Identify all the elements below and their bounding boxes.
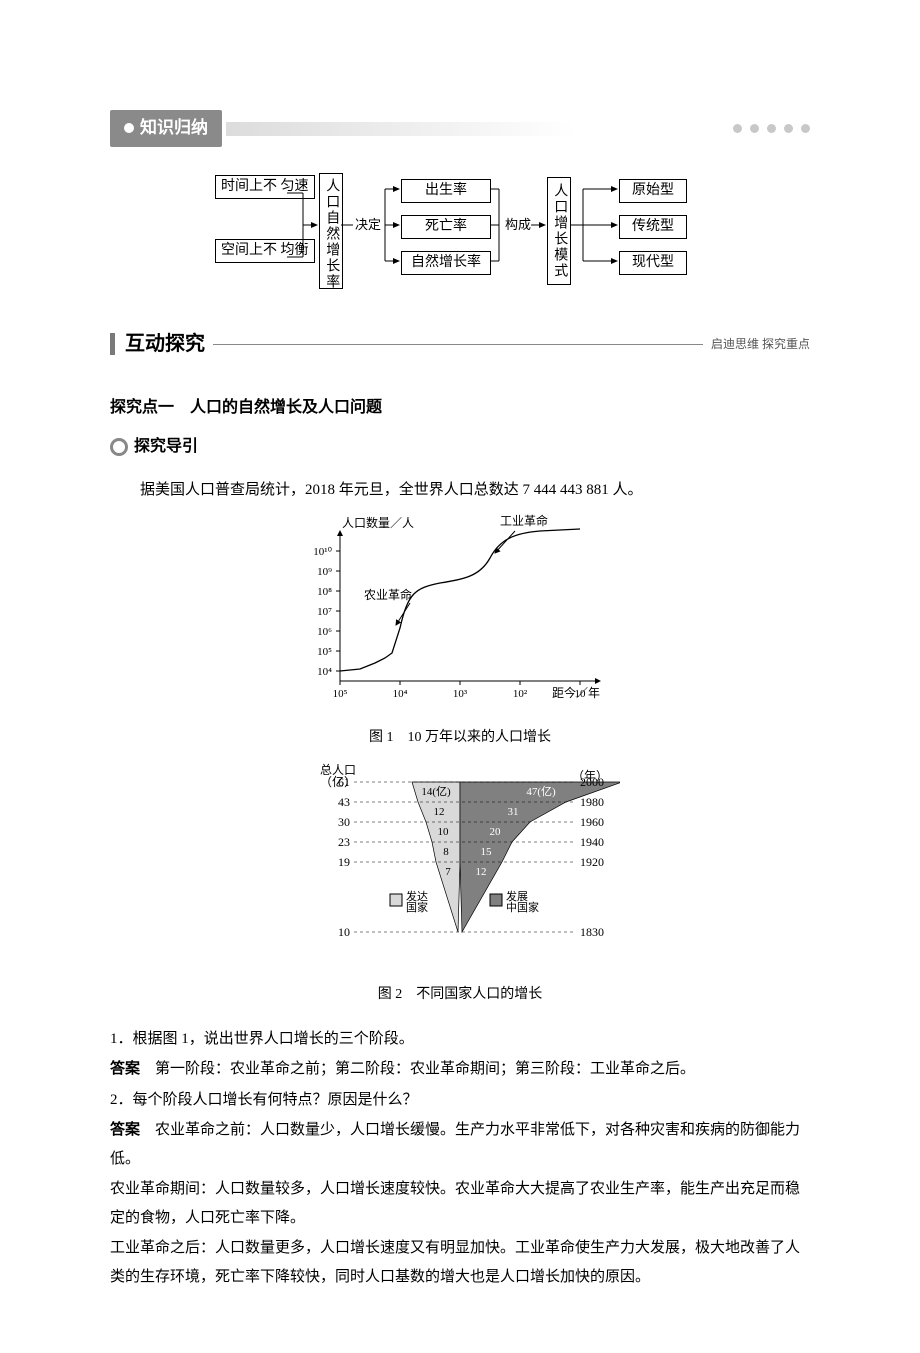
chart2-caption: 图 2 不同国家人口的增长 xyxy=(110,982,810,1009)
svg-text:1920: 1920 xyxy=(580,855,604,869)
box-time: 时间上不 匀速 xyxy=(215,175,315,199)
svg-text:10⁹: 10⁹ xyxy=(317,566,332,578)
answer-label: 答案 xyxy=(110,1060,140,1077)
guide-text: 探究导引 xyxy=(134,432,198,462)
box-primitive: 原始型 xyxy=(619,179,687,203)
svg-text:10: 10 xyxy=(438,826,450,838)
svg-text:人口数量／人: 人口数量／人 xyxy=(342,515,414,530)
svg-text:12: 12 xyxy=(434,806,445,818)
svg-text:工业革命: 工业革命 xyxy=(500,513,548,528)
svg-text:30: 30 xyxy=(338,815,350,829)
svg-text:10: 10 xyxy=(338,925,350,939)
ring-icon xyxy=(110,438,128,456)
box-birthrate: 出生率 xyxy=(401,179,491,203)
svg-text:1960: 1960 xyxy=(580,815,604,829)
knowledge-title: 知识归纳 xyxy=(140,112,208,144)
svg-text:10⁵: 10⁵ xyxy=(317,646,332,658)
box-natural-rate: 人口自然增长率 xyxy=(319,173,343,289)
vbar-icon xyxy=(110,333,115,355)
svg-text:2000: 2000 xyxy=(580,775,604,789)
knowledge-pill: 知识归纳 xyxy=(110,110,222,147)
svg-text:1980: 1980 xyxy=(580,795,604,809)
svg-text:23: 23 xyxy=(338,835,350,849)
knowledge-header: 知识归纳 xyxy=(110,110,810,147)
svg-text:61: 61 xyxy=(338,775,350,789)
svg-text:10¹⁰: 10¹⁰ xyxy=(313,546,332,558)
svg-text:43: 43 xyxy=(338,795,350,809)
q1: 1．根据图 1，说出世界人口增长的三个阶段。 xyxy=(110,1025,810,1054)
svg-text:发展中国家: 发展中国家 xyxy=(506,889,539,914)
box-growth-model: 人口增长模式 xyxy=(547,177,571,285)
hudong-line xyxy=(213,344,703,345)
chart1-population-growth: 10⁴10⁵10⁶10⁷10⁸10⁹10¹⁰10⁵10⁴10³10²10人口数量… xyxy=(300,513,620,713)
intro-text: 据美国人口普查局统计，2018 年元旦，全世界人口总数达 7 444 443 8… xyxy=(110,476,810,505)
dot-icon xyxy=(767,124,776,133)
dot-icon xyxy=(784,124,793,133)
svg-text:10³: 10³ xyxy=(453,688,468,700)
svg-text:10⁶: 10⁶ xyxy=(317,626,332,638)
box-space: 空间上不 均衡 xyxy=(215,239,315,263)
svg-text:农业革命: 农业革命 xyxy=(364,587,412,602)
a1-text: 第一阶段：农业革命之前；第二阶段：农业革命期间；第三阶段：工业革命之后。 xyxy=(140,1061,695,1077)
box-modern: 现代型 xyxy=(619,251,687,275)
chart2-country-growth: 总人口（亿）（年）61200014(亿)47(亿)431980123130196… xyxy=(300,760,620,970)
hudong-title: 互动探究 xyxy=(125,325,205,363)
concept-diagram: 时间上不 匀速 空间上不 均衡 人口自然增长率 决定 出生率 死亡率 自然增长率… xyxy=(215,171,705,291)
svg-text:14(亿): 14(亿) xyxy=(421,785,451,798)
svg-text:1940: 1940 xyxy=(580,835,604,849)
svg-text:10⁴: 10⁴ xyxy=(393,688,408,700)
fade-bar xyxy=(226,122,810,136)
chart1-caption: 图 1 10 万年以来的人口增长 xyxy=(110,725,810,752)
topic-title: 探究点一 人口的自然增长及人口问题 xyxy=(110,393,810,423)
label-decide: 决定 xyxy=(355,213,381,238)
answer-label: 答案 xyxy=(110,1121,140,1138)
svg-text:10⁴: 10⁴ xyxy=(317,666,332,678)
svg-text:10²: 10² xyxy=(513,688,528,700)
box-traditional: 传统型 xyxy=(619,215,687,239)
a2-p3: 工业革命之后：人口数量更多，人口增长速度又有明显加快。工业革命使生产力大发展，极… xyxy=(110,1234,810,1291)
svg-text:8: 8 xyxy=(443,846,449,858)
svg-text:10⁷: 10⁷ xyxy=(317,606,332,618)
a2-p2: 农业革命期间：人口数量较多，人口增长速度较快。农业革命大大提高了农业生产率，能生… xyxy=(110,1175,810,1232)
svg-text:20: 20 xyxy=(490,826,502,838)
hudong-sub: 启迪思维 探究重点 xyxy=(711,333,810,356)
svg-text:7: 7 xyxy=(445,866,451,878)
a2-p1-text: 农业革命之前：人口数量少，人口增长缓慢。生产力水平非常低下，对各种灾害和疾病的防… xyxy=(110,1122,800,1167)
guide-title: 探究导引 xyxy=(110,432,810,462)
a2-p1: 答案 农业革命之前：人口数量少，人口增长缓慢。生产力水平非常低下，对各种灾害和疾… xyxy=(110,1116,810,1173)
svg-text:12: 12 xyxy=(476,866,487,878)
svg-text:15: 15 xyxy=(481,846,493,858)
hudong-header: 互动探究 启迪思维 探究重点 xyxy=(110,325,810,363)
svg-text:10⁵: 10⁵ xyxy=(333,688,348,700)
pill-dot-icon xyxy=(124,123,134,133)
box-growthrate: 自然增长率 xyxy=(401,251,491,275)
decor-dots xyxy=(733,124,810,133)
dot-icon xyxy=(750,124,759,133)
svg-text:1830: 1830 xyxy=(580,925,604,939)
dot-icon xyxy=(801,124,810,133)
box-deathrate: 死亡率 xyxy=(401,215,491,239)
svg-text:距今／年: 距今／年 xyxy=(552,685,600,700)
qa-block: 1．根据图 1，说出世界人口增长的三个阶段。 答案 第一阶段：农业革命之前；第二… xyxy=(110,1025,810,1292)
q2: 2．每个阶段人口增长有何特点？原因是什么？ xyxy=(110,1086,810,1115)
svg-text:10⁸: 10⁸ xyxy=(317,586,332,598)
svg-text:31: 31 xyxy=(508,806,519,818)
a1: 答案 第一阶段：农业革命之前；第二阶段：农业革命期间；第三阶段：工业革命之后。 xyxy=(110,1055,810,1084)
svg-text:19: 19 xyxy=(338,855,350,869)
svg-text:发达国家: 发达国家 xyxy=(406,889,428,914)
svg-text:47(亿): 47(亿) xyxy=(526,785,556,798)
dot-icon xyxy=(733,124,742,133)
label-compose: 构成 xyxy=(505,213,531,238)
